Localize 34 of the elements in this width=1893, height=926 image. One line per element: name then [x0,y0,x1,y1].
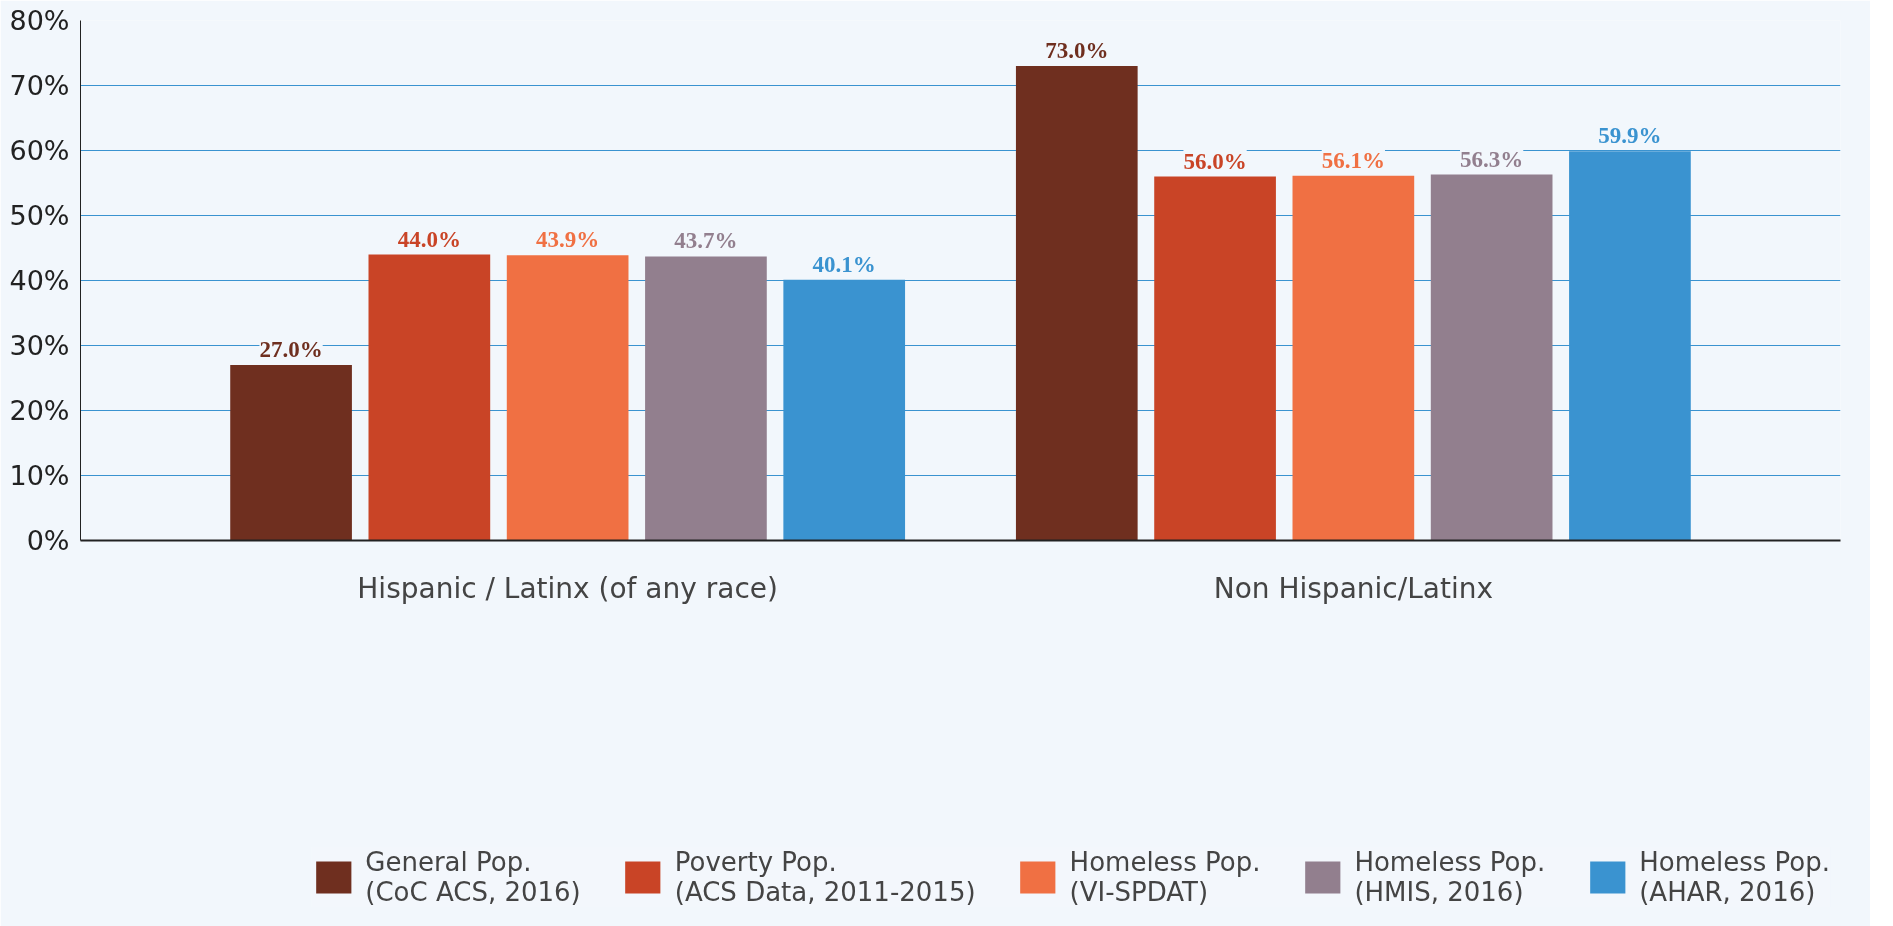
bar [1015,66,1138,541]
data-label: 56.3% [1460,146,1524,172]
data-label: 44.0% [397,226,461,252]
data-label: 43.7% [674,228,738,254]
x-tick-label: Hispanic / Latinx (of any race) [357,571,778,605]
y-tick-label: 60% [9,135,70,166]
y-tick-label: 0% [26,525,70,556]
x-tick-label: Non Hispanic/Latinx [1213,571,1493,605]
data-label: 56.0% [1183,148,1247,174]
y-tick-label: 50% [9,200,70,231]
data-label: 27.0% [259,337,323,362]
y-tick-label: 20% [9,395,70,426]
bar [506,255,629,541]
data-label: 59.9% [1598,123,1662,149]
legend-label: Homeless Pop. (VI-SPDAT) [1069,847,1261,907]
bar [230,365,352,541]
y-tick-label: 10% [9,460,70,491]
bar [1430,174,1553,541]
data-label: 40.1% [812,251,876,277]
legend-label: Poverty Pop. (ACS Data, 2011-2015) [674,847,976,907]
legend-label: Homeless Pop. (HMIS, 2016) [1354,847,1546,907]
legend-label: Homeless Pop. (AHAR, 2016) [1639,847,1830,907]
legend-label: General Pop. (CoC ACS, 2016) [365,847,581,907]
data-label: 43.9% [536,227,600,253]
data-label: 73.0% [1045,38,1109,63]
y-tick-label: 40% [9,265,70,296]
y-tick-label: 80% [9,5,70,36]
bar [1154,176,1276,541]
data-label: 56.1% [1321,147,1385,173]
y-tick-label: 70% [9,70,70,101]
bar [645,256,767,541]
bar [368,254,491,541]
y-tick-label: 30% [9,330,70,361]
bar [1292,175,1415,541]
